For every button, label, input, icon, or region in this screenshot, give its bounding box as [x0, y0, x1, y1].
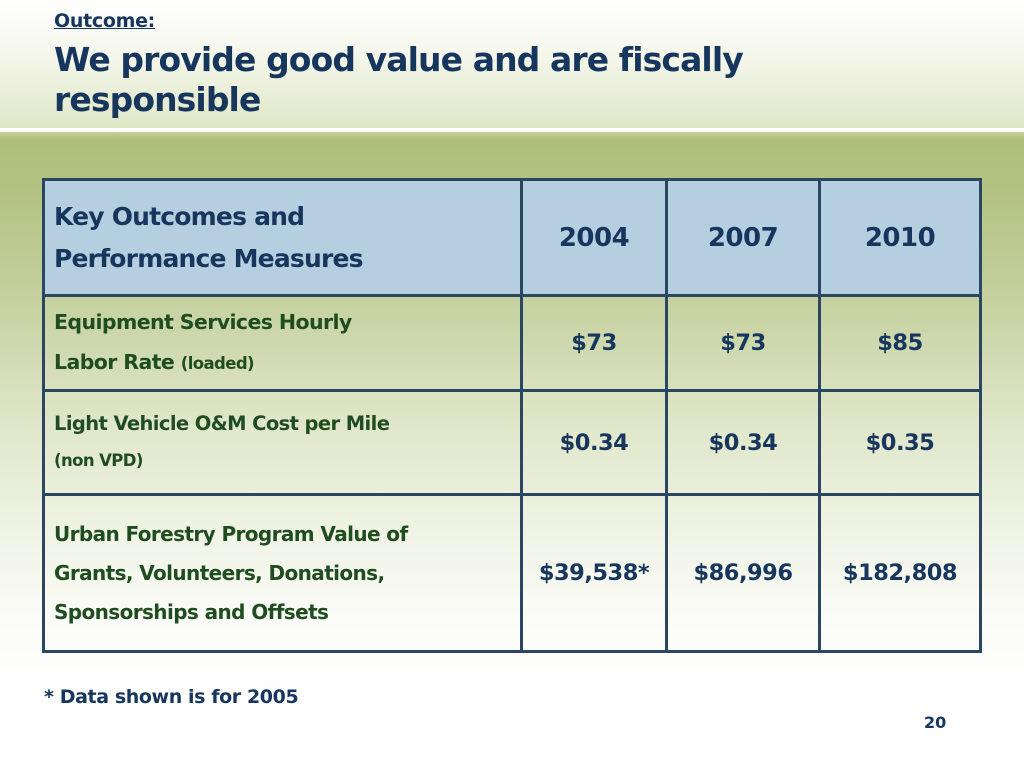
row-label-cost-per-mile: Light Vehicle O&M Cost per Mile (non VPD… [42, 389, 523, 496]
header-year-2010: 2010 [818, 178, 982, 297]
value-cell: $0.34 [665, 389, 821, 496]
table-row: Light Vehicle O&M Cost per Mile (non VPD… [42, 389, 982, 496]
slide-subtitle: Outcome: [54, 10, 155, 32]
row-label-line1: Urban Forestry Program Value of [54, 521, 408, 546]
title-band [0, 0, 1024, 128]
row-label-labor-rate: Equipment Services Hourly Labor Rate (lo… [42, 294, 523, 392]
value-cell: $85 [818, 294, 982, 392]
table-header-row: Key Outcomes and Performance Measures 20… [42, 178, 982, 297]
footnote: * Data shown is for 2005 [44, 686, 299, 708]
table-row: Equipment Services Hourly Labor Rate (lo… [42, 294, 982, 392]
row-label-line2: Grants, Volunteers, Donations, [54, 560, 385, 585]
row-label-note: (loaded) [180, 354, 255, 373]
title-divider [0, 128, 1024, 132]
header-year-2007: 2007 [665, 178, 821, 297]
value-cell: $73 [665, 294, 821, 392]
value-cell: $0.35 [818, 389, 982, 496]
table-row: Urban Forestry Program Value of Grants, … [42, 493, 982, 653]
row-label-line2: Labor Rate [54, 350, 175, 374]
value-cell: $39,538* [520, 493, 668, 653]
value-cell: $86,996 [665, 493, 821, 653]
page-number: 20 [924, 713, 947, 732]
header-label-line2: Performance Measures [54, 243, 364, 273]
row-label-urban-forestry: Urban Forestry Program Value of Grants, … [42, 493, 523, 653]
header-measures: Key Outcomes and Performance Measures [42, 178, 523, 297]
value-cell: $73 [520, 294, 668, 392]
value-cell: $182,808 [818, 493, 982, 653]
row-label-line3: Sponsorships and Offsets [54, 599, 329, 624]
row-label-line1: Light Vehicle O&M Cost per Mile [54, 412, 390, 435]
header-year-2004: 2004 [520, 178, 668, 297]
header-label-line1: Key Outcomes and [54, 201, 305, 231]
value-cell: $0.34 [520, 389, 668, 496]
performance-table: Key Outcomes and Performance Measures 20… [42, 178, 982, 653]
row-label-line1: Equipment Services Hourly [54, 310, 352, 334]
row-label-note: (non VPD) [54, 451, 143, 470]
slide-title: We provide good value and are fiscally r… [54, 40, 744, 119]
